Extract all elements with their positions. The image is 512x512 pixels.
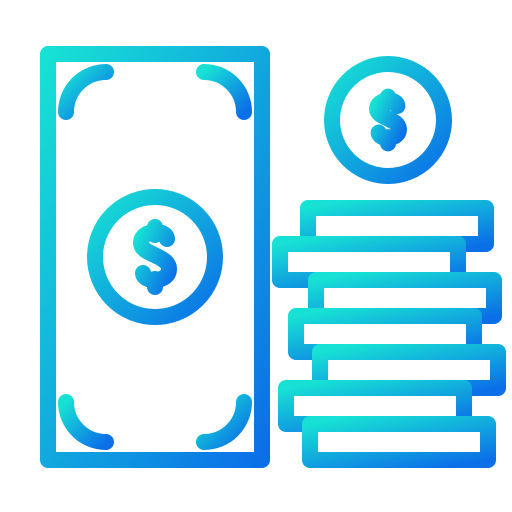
money-svg [0, 0, 512, 512]
money-icon [0, 0, 512, 512]
dollar-sign-icon [377, 97, 399, 144]
banknote-icon [48, 54, 262, 460]
coin-stack-icon [280, 208, 498, 460]
dollar-sign-icon [141, 227, 169, 287]
coin-icon [332, 64, 444, 176]
